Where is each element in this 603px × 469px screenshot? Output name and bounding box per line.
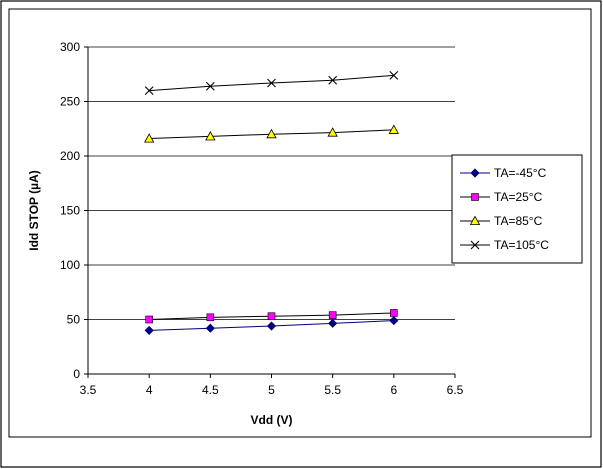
legend-label: TA=105°C [494,238,549,252]
x-tick-label: 4 [146,383,153,397]
data-point [144,325,154,335]
x-tick-label: 6 [390,383,397,397]
x-tick-label: 4.5 [202,383,219,397]
data-point-stroke [205,81,215,91]
data-point [328,318,338,328]
x-tick-label: 5 [268,383,275,397]
y-tick-labels: 0 50 100 150 200 250 300 [60,40,80,381]
axes [84,46,456,378]
series-3 [143,124,400,143]
series-1 [144,316,399,335]
data-point [389,316,399,326]
legend-entry: TA=85°C [460,214,543,228]
data-point [266,128,277,139]
legend-swatch-marker [469,215,481,226]
x-tick-label: 5.5 [324,383,341,397]
legend-swatch-marker-stroke [470,240,480,250]
series-layer [143,70,400,335]
x-tick-label: 6.5 [447,383,464,397]
series-4 [144,70,399,95]
data-point-stroke [328,75,338,85]
legend-swatch-marker [471,193,479,201]
data-point [205,131,216,141]
y-tick-label: 150 [60,204,80,218]
data-point [266,321,277,331]
x-tick-label: 3.5 [80,383,97,397]
legend-label: TA=85°C [494,214,543,228]
data-point [267,78,276,88]
y-tick-label: 250 [60,95,80,109]
y-tick-label: 300 [60,40,80,54]
data-point [205,323,215,333]
legend-entry: TA=-45°C [460,166,547,180]
x-tick-labels: 3.5 4 4.5 5 5.5 6 6.5 [80,383,464,397]
data-point [327,127,338,137]
y-axis-title: Idd STOP (µA) [27,170,41,250]
y-tick-label: 0 [73,367,80,381]
legend-label: TA=-45°C [494,166,547,180]
data-point [145,315,153,324]
legend-swatch-marker [470,240,480,250]
legend-entry: TA=105°C [460,238,549,252]
data-point [389,70,399,80]
data-point [328,311,337,319]
data-point [205,81,215,91]
data-point [388,124,400,134]
legend-entry: TA=25°C [460,190,543,204]
data-point [328,75,338,85]
y-tick-label: 100 [60,258,80,272]
data-point-stroke [389,70,399,80]
data-point-stroke [267,78,276,88]
x-axis-title: Vdd (V) [251,413,293,427]
legend: TA=-45°C TA=25°C TA=85°C TA=105°C [460,166,549,252]
legend-swatch-marker [470,168,480,178]
data-point [206,313,215,322]
data-point [390,309,398,317]
legend-label: TA=25°C [494,190,543,204]
data-point-stroke [144,86,154,95]
y-tick-label: 50 [67,313,81,327]
y-tick-label: 200 [60,149,80,163]
data-point [267,312,276,321]
series-2 [145,309,398,324]
data-point [143,133,155,143]
data-point [144,86,154,95]
